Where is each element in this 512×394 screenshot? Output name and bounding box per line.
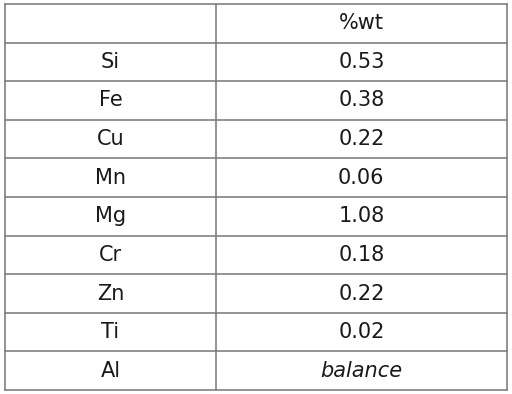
Text: 0.22: 0.22 bbox=[338, 284, 385, 303]
Text: Cr: Cr bbox=[99, 245, 122, 265]
Text: 0.22: 0.22 bbox=[338, 129, 385, 149]
Text: Mg: Mg bbox=[95, 206, 126, 226]
Text: 0.53: 0.53 bbox=[338, 52, 385, 72]
Text: Zn: Zn bbox=[97, 284, 124, 303]
Text: 1.08: 1.08 bbox=[338, 206, 385, 226]
Text: 0.02: 0.02 bbox=[338, 322, 385, 342]
Text: Si: Si bbox=[101, 52, 120, 72]
Text: 0.38: 0.38 bbox=[338, 91, 385, 110]
Text: balance: balance bbox=[321, 361, 402, 381]
Text: Ti: Ti bbox=[101, 322, 120, 342]
Text: Cu: Cu bbox=[97, 129, 124, 149]
Text: 0.18: 0.18 bbox=[338, 245, 385, 265]
Text: %wt: %wt bbox=[339, 13, 384, 33]
Text: Al: Al bbox=[100, 361, 120, 381]
Text: Mn: Mn bbox=[95, 168, 126, 188]
Text: 0.06: 0.06 bbox=[338, 168, 385, 188]
Text: Fe: Fe bbox=[99, 91, 122, 110]
